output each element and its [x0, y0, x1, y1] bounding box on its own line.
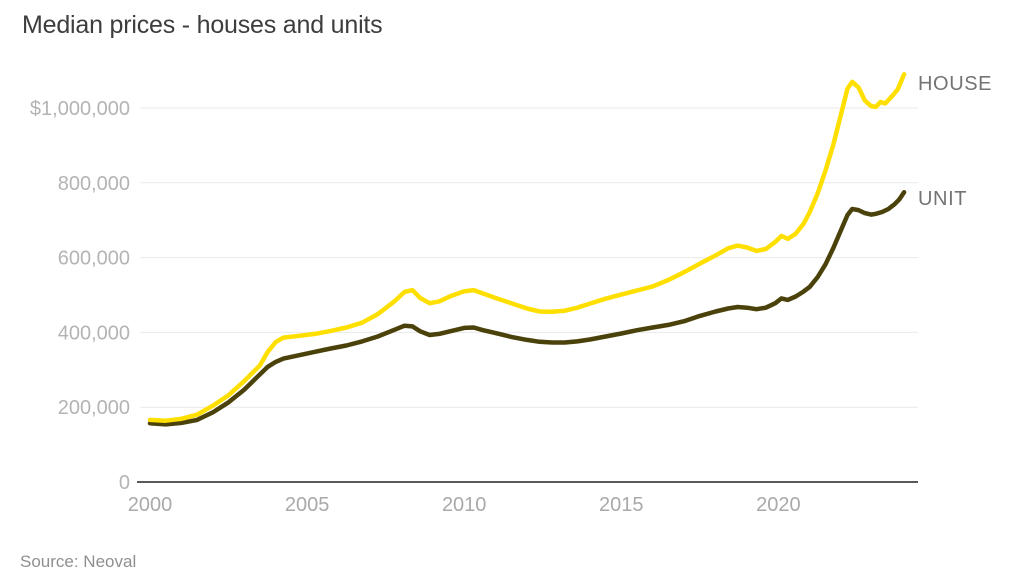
series-label-house: HOUSE	[918, 73, 993, 95]
x-tick-label: 2000	[128, 494, 173, 516]
x-tick-label: 2010	[442, 494, 487, 516]
x-tick-label: 2015	[599, 494, 644, 516]
chart-title: Median prices - houses and units	[22, 11, 383, 39]
x-tick-label: 2020	[756, 494, 801, 516]
y-tick-label: 800,000	[58, 173, 130, 195]
y-tick-label: 0	[119, 472, 130, 494]
series-label-unit: UNIT	[918, 188, 968, 210]
unit-line	[147, 189, 907, 427]
house-line	[147, 72, 907, 423]
y-tick-label: 200,000	[58, 397, 130, 419]
y-tick-label: 400,000	[58, 322, 130, 344]
y-tick-label: $1,000,000	[30, 98, 130, 120]
y-tick-label: 600,000	[58, 248, 130, 270]
source-attribution: Source: Neoval	[20, 552, 137, 571]
x-tick-label: 2005	[285, 494, 330, 516]
